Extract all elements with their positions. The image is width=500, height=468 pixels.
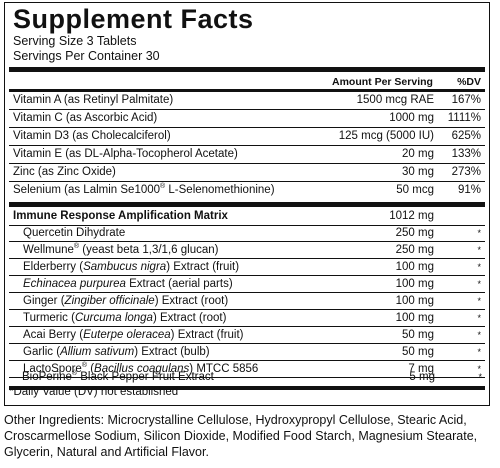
blend-item-bioperine-row: BioPerine® Black Pepper Fruit Extract 5 … <box>22 370 482 383</box>
blend-item-elderberry: Elderberry (Sambucus nigra) Extract (fru… <box>9 259 485 276</box>
blend-item-ginger: Ginger (Zingiber officinale) Extract (ro… <box>9 293 485 310</box>
daily-value-footnote: *Daily Value (DV) not established <box>9 386 179 398</box>
blend-row: Immune Response Amplification Matrix 101… <box>9 208 485 226</box>
nutrient-row-vitamin-a: Vitamin A (as Retinyl Palmitate) 1500 mc… <box>9 92 485 110</box>
nutrient-row-vitamin-e: Vitamin E (as DL-Alpha-Tocopherol Acetat… <box>9 146 485 164</box>
blend-item-quercetin: Quercetin Dihydrate 250 mg * <box>9 225 485 242</box>
nutrient-row-zinc: Zinc (as Zinc Oxide) 30 mg 273% <box>9 164 485 182</box>
footer-divider <box>9 386 485 390</box>
blend-divider <box>9 202 485 207</box>
nutrient-row-vitamin-d3: Vitamin D3 (as Cholecalciferol) 125 mcg … <box>9 128 485 146</box>
blend-item-echinacea: Echinacea purpurea Extract (aerial parts… <box>9 276 485 293</box>
servings-per-container: Servings Per Container 30 <box>13 49 160 63</box>
serving-size: Serving Size 3 Tablets <box>13 34 137 48</box>
dv-header: %DV <box>457 76 481 88</box>
other-ingredients: Other Ingredients: Microcrystalline Cell… <box>4 413 478 459</box>
thick-divider <box>9 67 485 72</box>
amount-header: Amount Per Serving <box>332 76 433 88</box>
blend-item-turmeric: Turmeric (Curcuma longa) Extract (root) … <box>9 310 485 327</box>
blend-item-wellmune: Wellmune® (yeast beta 1,3/1,6 glucan) 25… <box>9 242 485 259</box>
blend-item-acai: Acai Berry (Euterpe oleracea) Extract (f… <box>9 327 485 344</box>
nutrient-row-vitamin-c: Vitamin C (as Ascorbic Acid) 1000 mg 111… <box>9 110 485 128</box>
supplement-facts-panel: Supplement Facts Serving Size 3 Tablets … <box>4 2 490 406</box>
header-divider <box>9 89 485 92</box>
blend-item-lactospore: LactoSpore® (Bacillus coagulans) MTCC 58… <box>9 361 485 378</box>
blend-item-garlic: Garlic (Allium sativum) Extract (bulb) 5… <box>9 344 485 361</box>
nutrient-row-selenium: Selenium (as Lalmin Se1000® L-Selenometh… <box>13 183 481 196</box>
panel-title: Supplement Facts <box>13 4 254 34</box>
